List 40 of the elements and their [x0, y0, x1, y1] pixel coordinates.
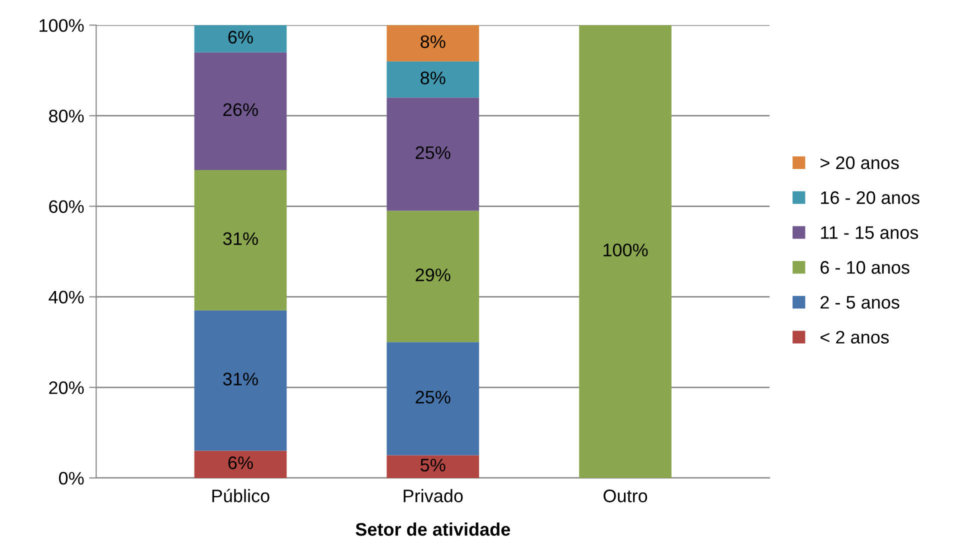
data-label: 25%	[416, 146, 450, 160]
legend-label: 16 - 20 anos	[821, 191, 920, 204]
x-tick-label: Outro	[604, 490, 648, 502]
y-tick-label: 80%	[49, 110, 84, 122]
bar	[194, 310, 287, 451]
bar	[386, 61, 480, 98]
data-label: 25%	[416, 390, 450, 404]
bar	[579, 25, 672, 478]
data-label: 8%	[420, 35, 446, 48]
data-label: 6%	[228, 456, 253, 470]
legend-label: 11 - 15 anos	[821, 226, 918, 239]
data-label: 31%	[223, 232, 258, 246]
bar	[386, 210, 480, 342]
y-tick-label: 20%	[49, 381, 84, 394]
bar	[194, 52, 287, 170]
x-tick-label: Privado	[404, 489, 463, 502]
data-label: 29%	[416, 268, 450, 282]
bar	[194, 25, 287, 52]
bar	[194, 170, 287, 310]
bar	[194, 450, 287, 478]
bar	[386, 455, 480, 478]
bar	[386, 342, 480, 456]
y-tick-label: 0%	[59, 472, 84, 485]
data-label: 5%	[420, 458, 446, 472]
data-label: 31%	[223, 372, 258, 386]
bar	[386, 25, 480, 62]
data-label: 100%	[604, 244, 648, 256]
y-tick-label: 40%	[48, 290, 84, 304]
y-tick-label: 100%	[40, 19, 84, 32]
legend-label: < 2 anos	[820, 330, 889, 344]
x-tick-label: Público	[212, 488, 270, 502]
legend-label: 6 - 10 anos	[820, 261, 910, 274]
legend-label: 2 - 5 anos	[820, 296, 900, 309]
x-axis-title: Setor de atividade	[356, 522, 510, 536]
data-label: 8%	[420, 72, 446, 84]
data-label: 26%	[223, 103, 258, 116]
legend-label: > 20 anos	[820, 156, 899, 170]
y-tick-label: 60%	[49, 200, 84, 213]
bar	[386, 98, 480, 211]
data-label: 6%	[228, 30, 253, 44]
